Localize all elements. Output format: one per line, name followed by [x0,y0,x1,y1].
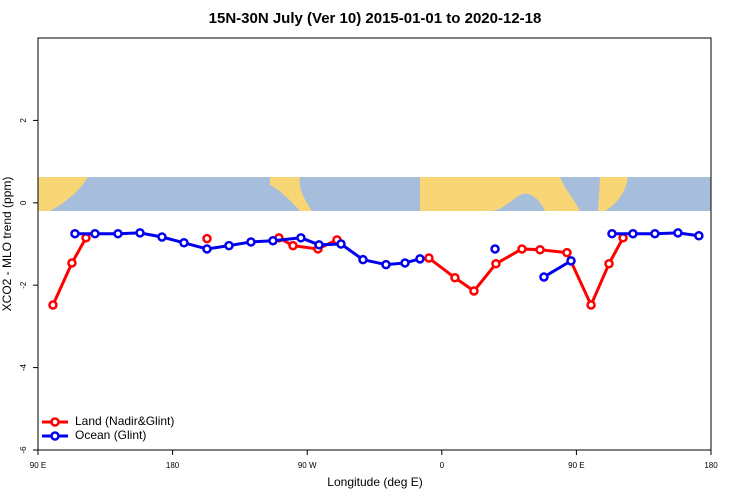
point [81,233,91,243]
point [70,228,80,239]
point [618,233,628,243]
point [268,235,278,246]
point [562,247,572,258]
point [202,233,212,244]
point [179,238,189,248]
point [491,259,501,269]
point [67,258,77,268]
point [135,228,145,238]
point [314,240,324,250]
x-tick-label: 90 E [568,461,584,470]
point [539,272,549,282]
x-axis-label: Longitude (deg E) [327,475,422,489]
x-tick-label: 180 [166,461,180,470]
point [415,254,425,264]
y-tick-label: -2 [19,281,28,289]
x-tick-label: 180 [704,461,718,470]
point [535,245,545,255]
y-axis-label: XCO2 - MLO trend (ppm) [0,177,14,312]
point [224,240,234,251]
point [628,228,638,239]
point [202,244,212,254]
point [694,231,704,241]
point [517,244,527,254]
legend-label: Ocean (Glint) [75,428,146,442]
point [90,228,100,239]
point [296,233,306,243]
point [358,254,368,265]
point [673,228,683,238]
point [113,228,123,239]
point [607,228,617,239]
point [586,300,596,310]
x-tick-label: 90 E [30,461,46,470]
y-tick-label: 2 [19,118,28,123]
y-tick-label: -6 [19,446,28,454]
point [469,286,479,296]
point [424,253,434,263]
point [288,240,298,251]
legend-marker [50,431,60,441]
point [48,300,58,310]
plot-frame [37,37,712,451]
x-tick-label: 90 W [298,461,317,470]
legend-label: Land (Nadir&Glint) [75,414,174,428]
map-band [38,177,711,211]
y-tick-label: -4 [19,363,28,371]
chart-title: 15N-30N July (Ver 10) 2015-01-01 to 2020… [209,10,542,27]
point [490,244,500,254]
point [566,256,576,266]
y-tick-label: 0 [19,200,28,205]
x-tick-label: 0 [440,461,445,470]
point [336,239,346,249]
point [450,273,460,283]
point [246,237,256,247]
point [157,232,167,242]
legend-marker [50,417,60,427]
point [400,258,410,268]
point [381,259,391,270]
point [650,228,660,239]
point [604,259,614,269]
